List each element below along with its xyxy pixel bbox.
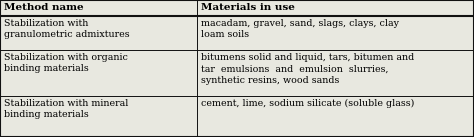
Text: Materials in use: Materials in use [201,4,294,12]
Text: Stabilization with mineral
binding materials: Stabilization with mineral binding mater… [4,99,128,119]
Text: Stabilization with
granulometric admixtures: Stabilization with granulometric admixtu… [4,19,129,39]
Text: Method name: Method name [4,4,83,12]
Text: macadam, gravel, sand, slags, clays, clay
loam soils: macadam, gravel, sand, slags, clays, cla… [201,19,399,39]
Text: Stabilization with organic
binding materials: Stabilization with organic binding mater… [4,53,128,73]
Text: bitumens solid and liquid, tars, bitumen and
tar  emulsions  and  emulsion  slur: bitumens solid and liquid, tars, bitumen… [201,53,414,85]
Text: cement, lime, sodium silicate (soluble glass): cement, lime, sodium silicate (soluble g… [201,99,414,108]
